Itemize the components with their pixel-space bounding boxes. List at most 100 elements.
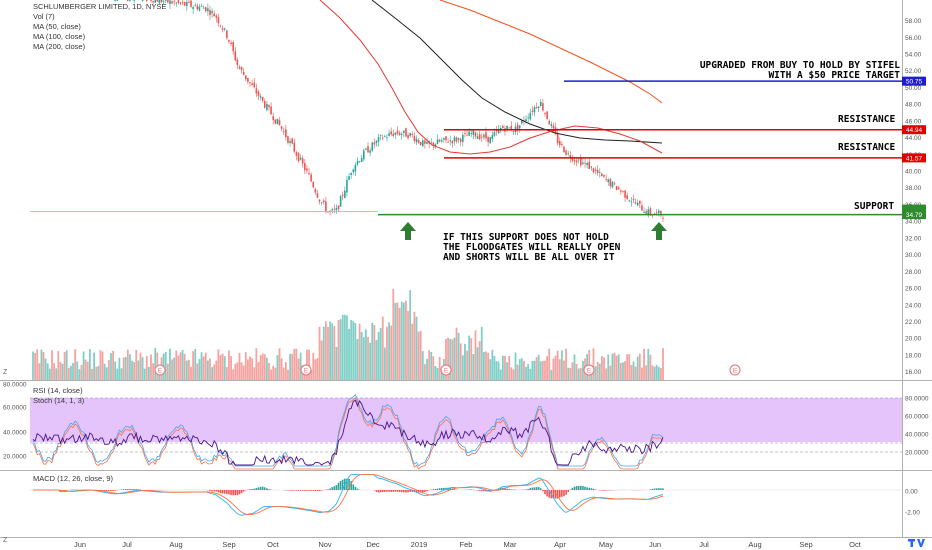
candle-body bbox=[183, 1, 186, 6]
volume-bar bbox=[192, 351, 195, 380]
warning-line1: IF THIS SUPPORT DOES NOT HOLD bbox=[443, 232, 609, 243]
candle-body bbox=[331, 209, 333, 211]
volume-bar bbox=[417, 331, 420, 380]
price-axis-tick: 38.00 bbox=[905, 185, 922, 192]
price-axis-tick: 48.00 bbox=[905, 102, 922, 109]
volume-bar bbox=[512, 369, 515, 380]
macd-hist-bar bbox=[341, 479, 344, 490]
candle-body bbox=[158, 0, 161, 4]
macd-hist-bar bbox=[537, 487, 540, 490]
macd-hist-bar bbox=[565, 490, 567, 495]
volume-bar bbox=[426, 358, 428, 380]
volume-bar bbox=[93, 352, 96, 380]
macd-hist-bar bbox=[527, 488, 529, 490]
volume-bar bbox=[116, 368, 119, 380]
candle-body bbox=[411, 134, 414, 136]
macd-hist-bar bbox=[445, 487, 447, 490]
volume-bar bbox=[497, 361, 500, 380]
candle-body bbox=[356, 160, 359, 165]
support-axis-box bbox=[902, 204, 926, 215]
macd-hist-bar bbox=[377, 490, 380, 493]
volume-bar bbox=[501, 355, 504, 380]
macd-hist-bar bbox=[293, 490, 296, 491]
macd-hist-bar bbox=[539, 488, 542, 490]
macd-hist-bar bbox=[386, 490, 388, 492]
volume-bar bbox=[61, 363, 64, 380]
candle-body bbox=[489, 137, 492, 144]
volume-bar bbox=[80, 364, 83, 380]
volume-bar bbox=[563, 360, 565, 380]
macd-hist-bar bbox=[114, 490, 116, 491]
candle-body bbox=[280, 126, 283, 129]
volume-bar bbox=[419, 330, 422, 380]
volume-bar bbox=[318, 326, 321, 380]
volume-bar bbox=[107, 360, 110, 380]
rsi-axis-tick: 20.0000 bbox=[905, 450, 929, 457]
volume-bar bbox=[183, 353, 186, 380]
volume-bar bbox=[613, 352, 616, 380]
price-tag-bg bbox=[902, 210, 926, 220]
volume-bar bbox=[169, 348, 171, 380]
volume-bar bbox=[550, 369, 553, 380]
volume-bar bbox=[310, 369, 313, 380]
volume-bar bbox=[487, 352, 490, 380]
volume-bar bbox=[386, 326, 388, 380]
candle-body bbox=[582, 162, 584, 164]
macd-hist-bar bbox=[590, 488, 593, 490]
volume-bar bbox=[164, 352, 167, 380]
volume-bar bbox=[112, 350, 114, 380]
candle-body bbox=[617, 187, 620, 190]
candle-body bbox=[487, 136, 489, 143]
volume-bar bbox=[67, 367, 70, 380]
candle-body bbox=[521, 120, 523, 124]
volume-bar bbox=[531, 361, 534, 380]
volume-bar bbox=[430, 351, 433, 380]
candle-body bbox=[392, 133, 395, 136]
candle-body bbox=[251, 83, 253, 85]
candle-body bbox=[451, 140, 454, 144]
warning-note: IF THIS SUPPORT DOES NOT HOLD THE FLOODG… bbox=[443, 233, 620, 263]
candle-body bbox=[232, 42, 234, 52]
volume-bar bbox=[143, 368, 146, 380]
candle-body bbox=[333, 208, 336, 210]
volume-bar bbox=[464, 343, 466, 380]
up-arrow-icon-jun bbox=[651, 222, 667, 240]
candle-body bbox=[518, 125, 521, 129]
candle-body bbox=[245, 75, 247, 80]
volume-bar bbox=[188, 359, 190, 380]
candle-body bbox=[263, 101, 266, 108]
macd-hist-bar bbox=[592, 488, 595, 490]
volume-bar bbox=[407, 310, 409, 380]
volume-bar bbox=[352, 321, 355, 380]
candle-body bbox=[346, 179, 348, 193]
volume-bar bbox=[95, 366, 98, 380]
volume-bar bbox=[255, 348, 258, 380]
volume-bar bbox=[147, 366, 150, 380]
candle-body bbox=[167, 0, 169, 3]
volume-bar bbox=[491, 349, 494, 380]
candle-body bbox=[116, 0, 119, 1]
volume-bar bbox=[48, 368, 51, 380]
candle-body bbox=[289, 140, 291, 143]
x-axis-label-apr: Apr bbox=[554, 540, 566, 549]
volume-bar bbox=[449, 338, 452, 380]
candle-body bbox=[647, 209, 650, 216]
macd-hist-bar bbox=[571, 487, 574, 490]
volume-bar bbox=[659, 368, 662, 380]
volume-bar bbox=[118, 357, 121, 380]
ma200-legend: MA (200, close) bbox=[33, 42, 86, 51]
volume-bar bbox=[575, 363, 578, 380]
macd-hist-bar bbox=[542, 490, 544, 492]
candle-body bbox=[306, 168, 308, 171]
candle-body bbox=[575, 160, 578, 163]
volume-bar bbox=[619, 362, 622, 380]
volume-bar bbox=[154, 348, 157, 380]
candle-body bbox=[645, 211, 647, 214]
candle-body bbox=[160, 0, 163, 3]
candle-body bbox=[171, 1, 173, 4]
rsi-line bbox=[32, 399, 664, 466]
macd-hist-bar bbox=[649, 489, 652, 490]
candle-body bbox=[405, 128, 407, 137]
macd-hist-bar bbox=[392, 490, 395, 492]
